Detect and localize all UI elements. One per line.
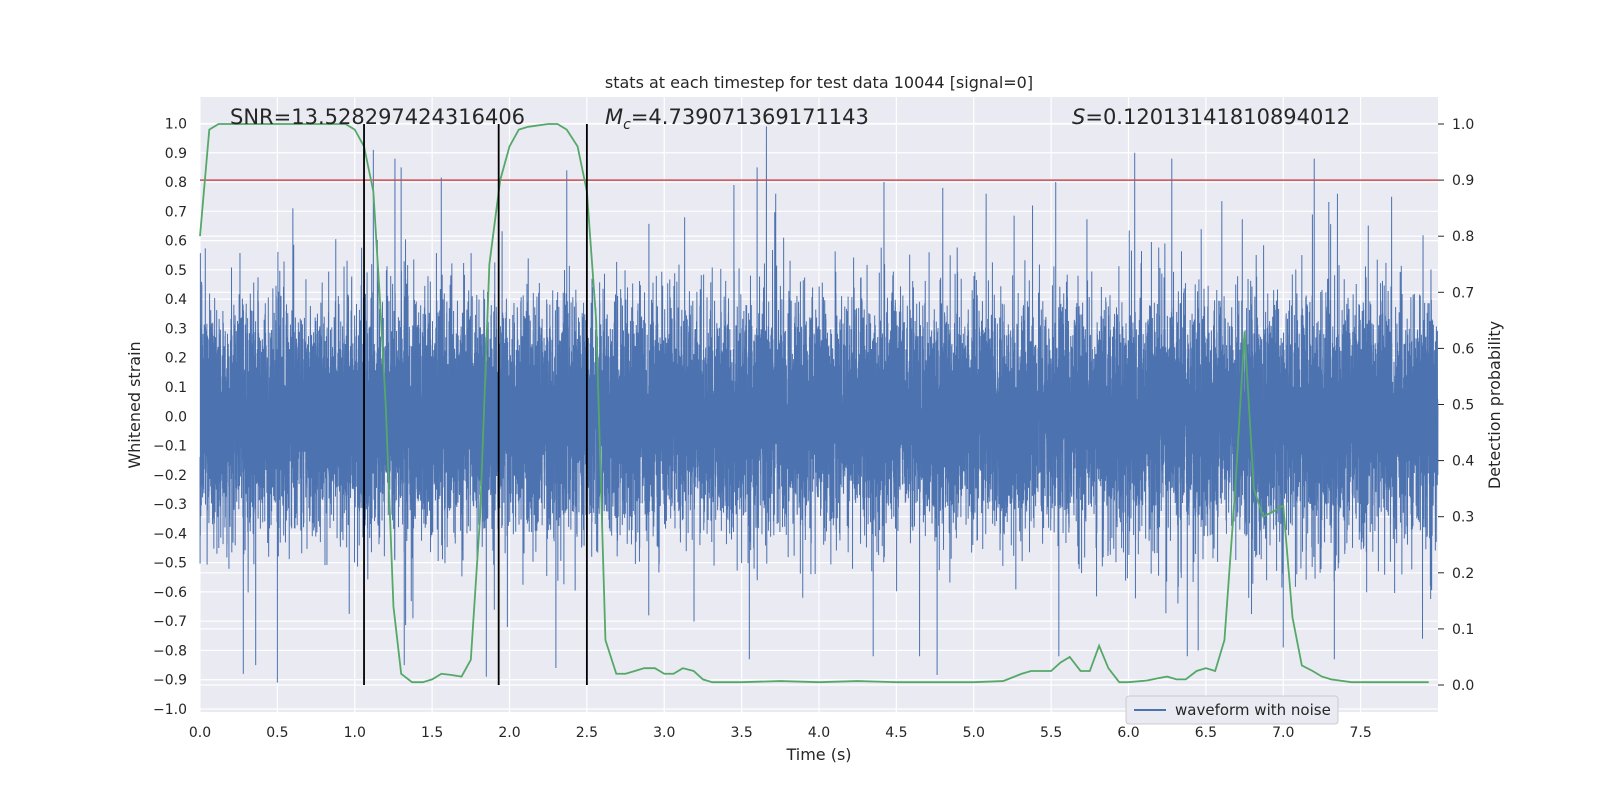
y2-tick-label: 0.5 xyxy=(1452,398,1474,414)
vertical-markers xyxy=(363,124,588,685)
y2-tick-label: 0.9 xyxy=(1452,173,1474,189)
y-tick-label: 0.9 xyxy=(165,146,187,162)
x-tick-label: 0.5 xyxy=(266,725,288,741)
y2-tick-label: 0.0 xyxy=(1452,678,1474,694)
waveform-series xyxy=(199,126,1439,683)
mc-symbol: M xyxy=(605,105,623,129)
y-tick-label: 0.3 xyxy=(165,321,187,337)
snr-annotation: SNR=13.528297424316406 xyxy=(230,105,525,129)
waveform-line xyxy=(199,126,1439,683)
y-tick-label: 0.4 xyxy=(165,292,187,308)
y-tick-label: −1.0 xyxy=(153,702,187,718)
y-tick-label: 0.2 xyxy=(165,351,187,367)
y2-tick-label: 0.2 xyxy=(1452,566,1474,582)
y-tick-label: −0.8 xyxy=(153,643,187,659)
chart-title: stats at each timestep for test data 100… xyxy=(605,73,1033,92)
y-tick-label: 0.7 xyxy=(165,204,187,220)
probability-line xyxy=(199,123,1429,684)
y2-tick-label: 0.4 xyxy=(1452,454,1474,470)
y-tick-label: 0.5 xyxy=(165,263,187,279)
y2-axis-ticks: 1.0 0.9 0.8 0.7 0.6 0.5 0.4 0.3 0.2 0.1 0.0 xyxy=(1438,117,1474,694)
y-tick-label: −0.7 xyxy=(153,614,187,630)
x-tick-label: 3.5 xyxy=(730,725,752,741)
x-tick-label: 1.5 xyxy=(421,725,443,741)
y-axis-ticks: 1.0 0.9 0.8 0.7 0.6 0.5 0.4 0.3 0.2 0.1 0.0 −0.1 −0.… xyxy=(153,117,187,719)
x-tick-label: 5.0 xyxy=(963,725,985,741)
x-tick-label: 4.5 xyxy=(885,725,907,741)
s-value: =0.12013141810894012 xyxy=(1085,105,1350,129)
probability-series xyxy=(199,123,1429,684)
y2-tick-label: 0.1 xyxy=(1452,622,1474,638)
legend: waveform with noise xyxy=(1125,695,1339,725)
y-tick-label: −0.6 xyxy=(153,585,187,601)
y-tick-label: 0.1 xyxy=(165,380,187,396)
x-tick-label: 1.0 xyxy=(344,725,366,741)
y-tick-label: 0.8 xyxy=(165,175,187,191)
y-tick-label: 0.6 xyxy=(165,234,187,250)
y-tick-label: −0.2 xyxy=(153,468,187,484)
x-tick-label: 3.0 xyxy=(653,725,675,741)
x-axis-label: Time (s) xyxy=(785,745,851,764)
y-tick-label: −0.1 xyxy=(153,439,187,455)
y-tick-label: −0.5 xyxy=(153,556,187,572)
mc-subscript: c xyxy=(623,117,631,133)
x-tick-label: 6.5 xyxy=(1195,725,1217,741)
y2-tick-label: 1.0 xyxy=(1452,117,1474,133)
s-annotation: S=0.12013141810894012 xyxy=(1072,105,1350,129)
x-axis-ticks: 0.0 0.5 1.0 1.5 2.0 2.5 3.0 3.5 4.0 4.5 5.0 5.5 6.0 6… xyxy=(189,725,1372,741)
y-tick-label: −0.3 xyxy=(153,497,187,513)
y-axis-label: Whitened strain xyxy=(125,341,144,468)
mc-annotation: Mc=4.739071369171143 xyxy=(605,105,869,133)
y2-axis-label: Detection probability xyxy=(1485,321,1504,489)
y-tick-label: 0.0 xyxy=(165,409,187,425)
x-tick-label: 0.0 xyxy=(189,725,211,741)
x-tick-label: 4.0 xyxy=(808,725,830,741)
mc-value: =4.739071369171143 xyxy=(631,105,869,129)
legend-box xyxy=(1125,695,1339,725)
y2-tick-label: 0.8 xyxy=(1452,229,1474,245)
legend-label: waveform with noise xyxy=(1175,701,1331,719)
x-tick-label: 7.0 xyxy=(1272,725,1294,741)
x-tick-label: 2.5 xyxy=(576,725,598,741)
s-symbol: S xyxy=(1072,105,1085,129)
x-tick-label: 6.0 xyxy=(1117,725,1139,741)
y2-tick-label: 0.6 xyxy=(1452,341,1474,357)
y2-tick-label: 0.7 xyxy=(1452,285,1474,301)
x-tick-label: 2.0 xyxy=(498,725,520,741)
y-tick-label: −0.4 xyxy=(153,526,187,542)
y2-tick-label: 0.3 xyxy=(1452,510,1474,526)
x-tick-label: 7.5 xyxy=(1349,725,1371,741)
y-tick-label: −0.9 xyxy=(153,673,187,689)
x-tick-label: 5.5 xyxy=(1040,725,1062,741)
y-tick-label: 1.0 xyxy=(165,117,187,133)
